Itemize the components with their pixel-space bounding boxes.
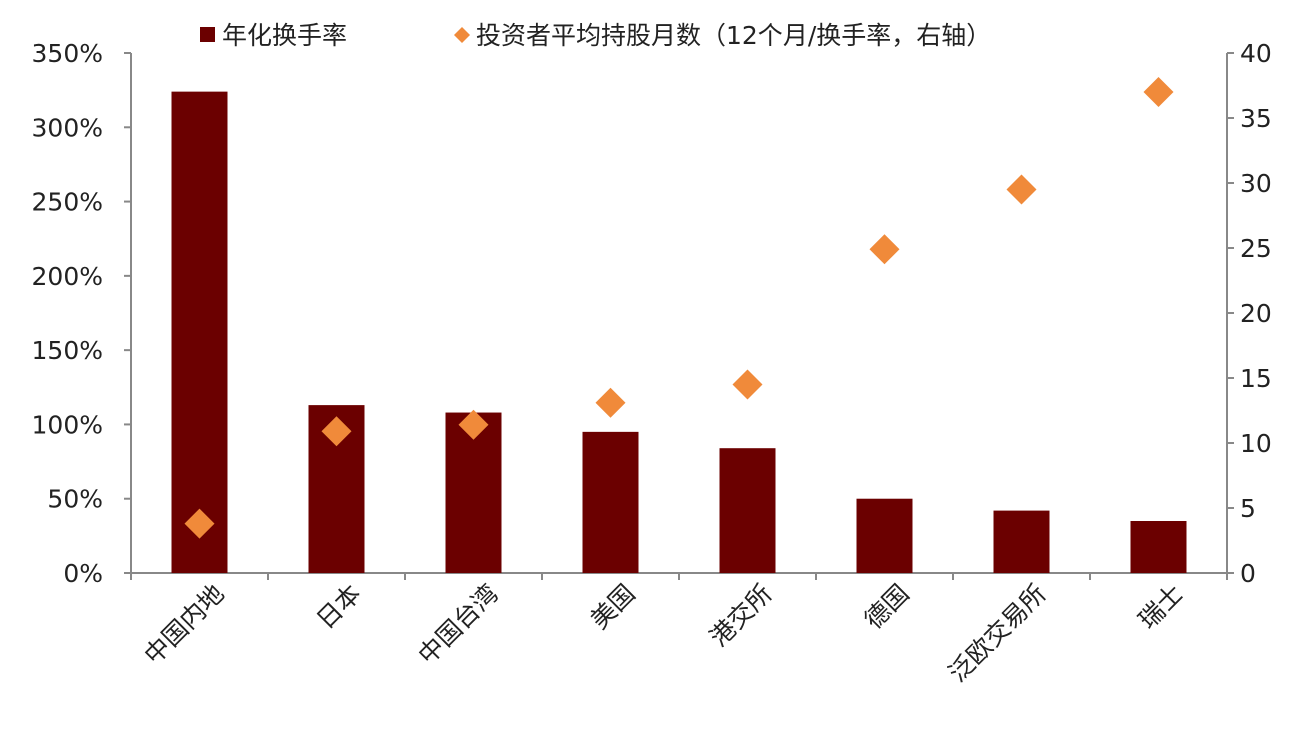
x-tick-label: 中国内地	[139, 579, 230, 670]
x-tick-label: 美国	[585, 579, 641, 635]
diamond-marker-5	[869, 234, 900, 265]
x-tick-label: 中国台湾	[413, 579, 504, 670]
right-tick-label: 35	[1240, 104, 1272, 133]
legend-bar-swatch	[200, 27, 215, 42]
x-tick-label: 泛欧交易所	[943, 579, 1052, 688]
left-tick-label: 0%	[63, 559, 103, 588]
bar-6	[993, 510, 1050, 573]
right-tick-label: 40	[1240, 39, 1272, 68]
legend-bar-label: 年化换手率	[222, 21, 347, 50]
left-tick-label: 50%	[47, 485, 103, 514]
diamond-marker-2	[458, 409, 489, 440]
right-tick-label: 30	[1240, 169, 1272, 198]
x-tick-label: 港交所	[704, 579, 778, 653]
diamond-marker-7	[1143, 77, 1174, 107]
x-tick-label: 日本	[311, 579, 367, 635]
legend: 年化换手率 投资者平均持股月数（12个月/换手率，右轴）	[200, 21, 991, 50]
x-tick-label: 德国	[859, 579, 915, 635]
diamond-marker-1	[321, 416, 352, 447]
right-tick-label: 15	[1240, 364, 1272, 393]
bar-3	[582, 431, 639, 573]
bar-4	[719, 448, 776, 573]
diamond-marker-3	[595, 387, 626, 418]
right-tick-label: 20	[1240, 299, 1272, 328]
left-tick-label: 200%	[32, 262, 103, 291]
left-tick-label: 250%	[32, 188, 103, 217]
diamond-marker-6	[1006, 174, 1037, 205]
left-tick-label: 300%	[32, 113, 103, 142]
bar-0	[171, 91, 228, 573]
bar-5	[856, 498, 913, 573]
left-tick-label: 350%	[32, 39, 103, 68]
left-tick-label: 150%	[32, 336, 103, 365]
right-tick-label: 10	[1240, 429, 1272, 458]
bar-7	[1130, 521, 1187, 573]
right-tick-label: 25	[1240, 234, 1272, 263]
legend-diamond-swatch	[454, 27, 470, 43]
left-tick-label: 100%	[32, 410, 103, 439]
right-tick-label: 5	[1240, 494, 1256, 523]
x-tick-label: 瑞士	[1133, 579, 1189, 635]
diamond-marker-4	[732, 369, 763, 400]
diamond-marker-0	[184, 508, 215, 539]
legend-diamond-label: 投资者平均持股月数（12个月/换手率，右轴）	[476, 21, 991, 50]
right-tick-label: 0	[1240, 559, 1256, 588]
